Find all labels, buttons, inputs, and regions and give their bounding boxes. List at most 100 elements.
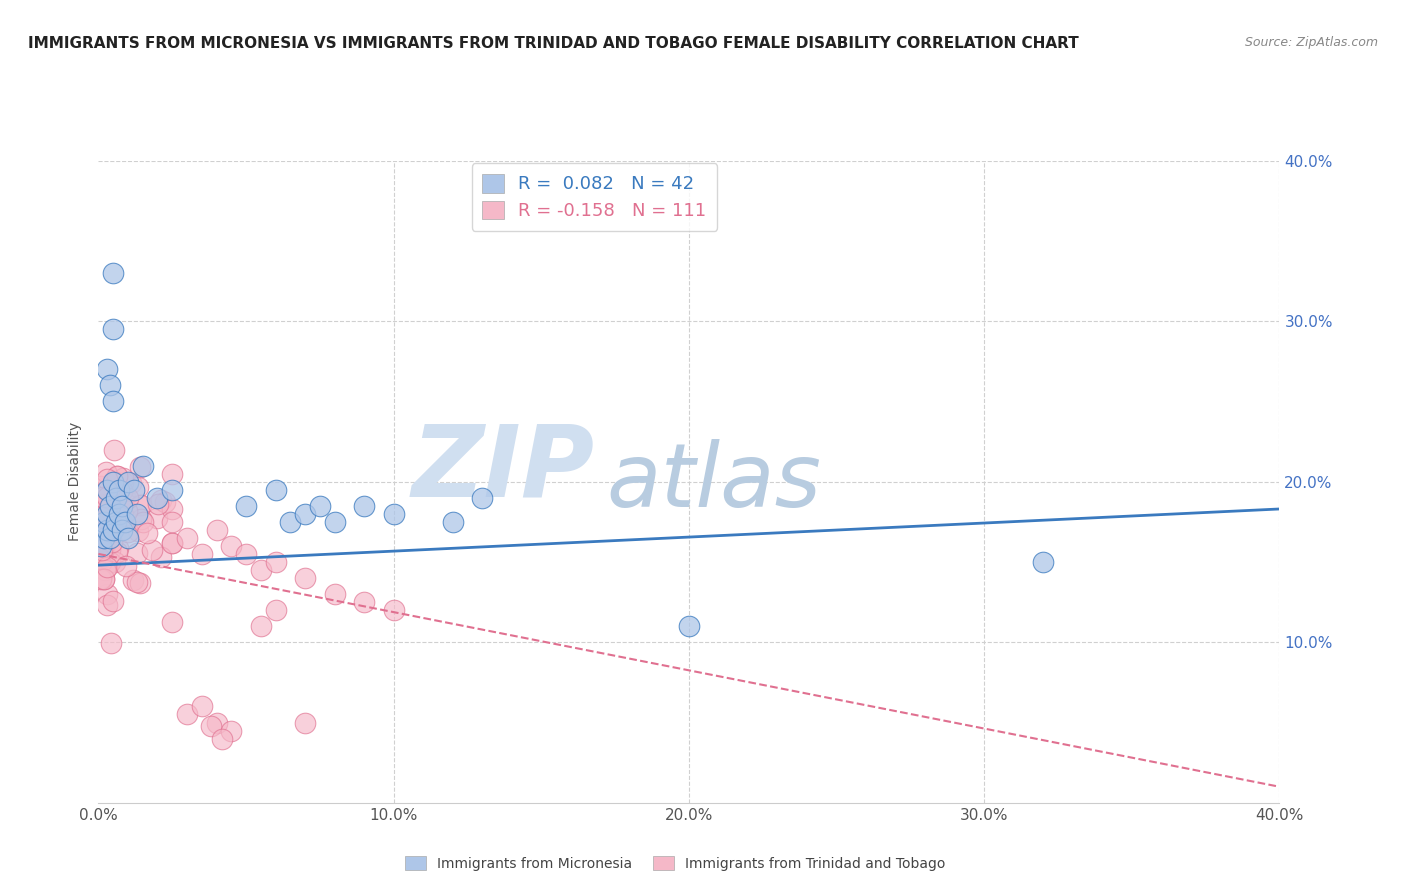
Point (93, 572, 115, 586)
Point (96, 472, 118, 486)
Point (103, 442, 125, 457)
Point (108, 483, 131, 497)
Point (105, 491, 128, 505)
Point (105, 468, 128, 483)
Point (176, 531, 198, 545)
Point (162, 536, 183, 550)
Y-axis label: Female Disability: Female Disability (69, 422, 83, 541)
Point (146, 497, 169, 511)
Point (96, 587, 118, 601)
Point (100, 636, 122, 650)
Point (98, 497, 121, 511)
Point (1032, 555, 1054, 569)
Point (96, 560, 118, 574)
Point (90, 531, 112, 545)
Point (162, 483, 183, 497)
Point (107, 541, 129, 555)
Point (471, 491, 494, 505)
Point (114, 491, 136, 505)
Point (90, 527, 112, 541)
Point (323, 587, 346, 601)
Point (146, 511, 169, 525)
Point (149, 493, 172, 508)
Point (323, 515, 346, 529)
Point (91, 543, 114, 558)
Point (94, 498, 117, 512)
Point (96, 483, 118, 497)
Point (107, 504, 129, 518)
Point (117, 524, 139, 539)
Point (90, 506, 112, 520)
Point (117, 504, 139, 518)
Point (96, 491, 118, 505)
Point (211, 731, 233, 746)
Point (90, 522, 112, 536)
Point (219, 539, 242, 553)
Point (90, 572, 112, 586)
Text: ZIP: ZIP (412, 420, 595, 517)
Point (117, 475, 139, 489)
Point (678, 619, 700, 633)
Point (191, 547, 214, 561)
Point (98, 378, 121, 392)
Point (93, 515, 115, 529)
Point (114, 515, 136, 529)
Point (191, 699, 214, 714)
Point (111, 499, 134, 513)
Point (146, 491, 169, 505)
Point (129, 498, 152, 512)
Point (141, 542, 163, 557)
Point (205, 523, 228, 537)
Point (108, 507, 131, 521)
Point (125, 507, 148, 521)
Point (101, 535, 124, 549)
Point (96, 523, 118, 537)
Point (200, 719, 222, 733)
Point (235, 499, 257, 513)
Point (205, 715, 228, 730)
Point (127, 546, 149, 560)
Point (111, 523, 134, 537)
Point (115, 558, 138, 573)
Point (353, 499, 375, 513)
Point (93, 502, 115, 516)
Point (176, 707, 198, 722)
Point (117, 491, 139, 505)
Point (98, 531, 121, 545)
Point (111, 484, 134, 499)
Point (103, 394, 125, 409)
Point (125, 574, 148, 589)
Point (103, 322, 125, 336)
Point (129, 576, 152, 591)
Point (162, 502, 183, 516)
Point (93, 540, 115, 554)
Legend: Immigrants from Micronesia, Immigrants from Trinidad and Tobago: Immigrants from Micronesia, Immigrants f… (399, 850, 950, 876)
Point (90, 508, 112, 523)
Point (149, 550, 172, 565)
Text: Source: ZipAtlas.com: Source: ZipAtlas.com (1244, 36, 1378, 49)
Point (131, 512, 153, 526)
Point (103, 475, 125, 489)
Point (98, 543, 121, 558)
Legend: R =  0.082   N = 42, R = -0.158   N = 111: R = 0.082 N = 42, R = -0.158 N = 111 (471, 163, 717, 231)
Point (90, 497, 112, 511)
Point (90, 500, 112, 514)
Point (96, 362, 118, 376)
Point (441, 515, 464, 529)
Point (105, 545, 128, 559)
Point (90, 530, 112, 544)
Point (128, 498, 150, 512)
Point (235, 547, 257, 561)
Point (98, 555, 121, 569)
Point (162, 467, 183, 481)
Point (122, 573, 145, 587)
Point (105, 515, 128, 529)
Point (103, 523, 125, 537)
Point (93, 542, 115, 557)
Point (100, 503, 122, 517)
Point (90, 539, 112, 553)
Point (94, 562, 117, 576)
Point (93, 572, 115, 586)
Point (98, 499, 121, 513)
Point (128, 460, 150, 475)
